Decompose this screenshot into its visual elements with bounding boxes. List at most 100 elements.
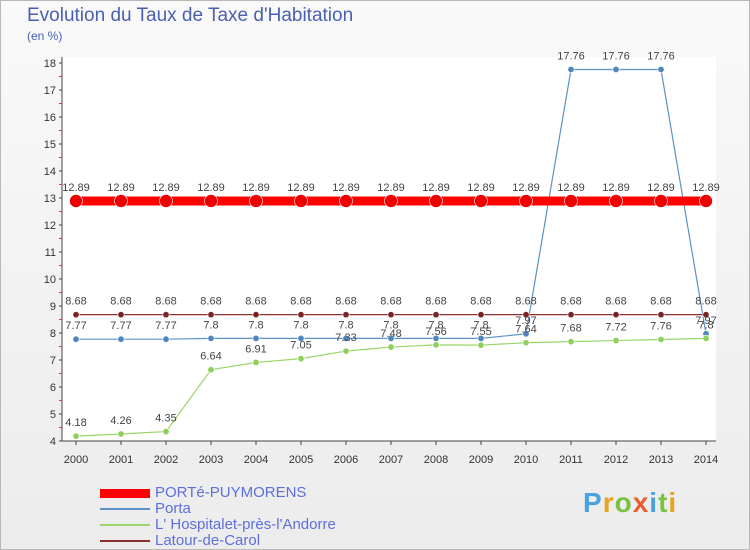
data-point-hospitalet bbox=[72, 432, 80, 440]
data-label-porta: 7.77 bbox=[110, 320, 131, 332]
data-label-porta: 7.97 bbox=[695, 315, 716, 327]
data-point-hospitalet bbox=[162, 428, 170, 436]
data-label-porte-puymorens: 12.89 bbox=[647, 182, 675, 194]
data-point-porta bbox=[342, 334, 350, 342]
data-point-porte-puymorens bbox=[519, 194, 533, 208]
x-tick-label: 2012 bbox=[604, 454, 628, 466]
data-point-porta bbox=[117, 335, 125, 343]
data-point-porte-puymorens bbox=[249, 194, 263, 208]
data-point-latour-de-carol bbox=[252, 311, 260, 319]
data-point-porte-puymorens bbox=[474, 194, 488, 208]
data-label-porta: 17.76 bbox=[557, 50, 585, 62]
data-label-porta: 17.76 bbox=[602, 50, 630, 62]
data-point-hospitalet bbox=[207, 366, 215, 374]
legend-label-latour-de-carol: Latour-de-Carol bbox=[155, 532, 261, 549]
legend-swatch-hospitalet bbox=[100, 524, 150, 526]
data-point-hospitalet bbox=[477, 341, 485, 349]
data-point-hospitalet bbox=[657, 335, 665, 343]
y-tick-label: 18 bbox=[44, 58, 56, 70]
logo-letter: o bbox=[614, 487, 633, 518]
data-point-porta bbox=[297, 334, 305, 342]
data-point-porta bbox=[387, 334, 395, 342]
logo-letter: t bbox=[658, 487, 669, 518]
data-label-porte-puymorens: 12.89 bbox=[422, 182, 450, 194]
data-label-porta: 17.76 bbox=[647, 50, 675, 62]
data-label-hospitalet: 6.91 bbox=[245, 343, 266, 355]
data-point-porte-puymorens bbox=[654, 194, 668, 208]
data-label-porte-puymorens: 12.89 bbox=[152, 182, 180, 194]
data-point-hospitalet bbox=[297, 355, 305, 363]
y-tick-label: 17 bbox=[44, 85, 56, 97]
data-point-latour-de-carol bbox=[702, 311, 710, 319]
data-label-hospitalet: 7.33 bbox=[335, 332, 356, 344]
data-point-porte-puymorens bbox=[204, 194, 218, 208]
data-label-porte-puymorens: 12.89 bbox=[62, 182, 90, 194]
data-point-latour-de-carol bbox=[387, 311, 395, 319]
data-label-porta: 7.8 bbox=[473, 319, 488, 331]
data-point-hospitalet bbox=[567, 338, 575, 346]
data-label-hospitalet: 4.35 bbox=[155, 413, 176, 425]
data-label-hospitalet: 7.68 bbox=[560, 323, 581, 335]
data-label-porte-puymorens: 12.89 bbox=[377, 182, 405, 194]
legend-swatch-porte-puymorens bbox=[100, 489, 150, 498]
data-point-porte-puymorens bbox=[114, 194, 128, 208]
y-tick-label: 16 bbox=[44, 112, 56, 124]
data-label-latour-de-carol: 8.68 bbox=[425, 296, 446, 308]
y-tick-label: 14 bbox=[44, 166, 56, 178]
data-point-latour-de-carol bbox=[567, 311, 575, 319]
y-tick-label: 12 bbox=[44, 220, 56, 232]
data-label-latour-de-carol: 8.68 bbox=[605, 296, 626, 308]
data-label-hospitalet: 7.48 bbox=[380, 328, 401, 340]
x-tick-label: 2005 bbox=[289, 454, 313, 466]
data-label-porte-puymorens: 12.89 bbox=[242, 182, 270, 194]
data-label-porta: 7.8 bbox=[203, 319, 218, 331]
data-label-porta: 7.8 bbox=[293, 319, 308, 331]
x-tick-label: 2007 bbox=[379, 454, 403, 466]
logo-letter: x bbox=[632, 487, 650, 518]
data-point-porta bbox=[657, 65, 665, 73]
data-label-hospitalet: 6.64 bbox=[200, 351, 221, 363]
data-point-porta bbox=[522, 330, 530, 338]
data-label-porta: 7.77 bbox=[65, 320, 86, 332]
plot-area bbox=[62, 57, 716, 441]
data-point-porte-puymorens bbox=[699, 194, 713, 208]
data-label-porta: 7.8 bbox=[338, 319, 353, 331]
data-label-porta: 7.8 bbox=[428, 319, 443, 331]
x-tick-label: 2000 bbox=[64, 454, 88, 466]
data-label-porta: 7.77 bbox=[155, 320, 176, 332]
data-label-hospitalet: 7.56 bbox=[425, 326, 446, 338]
data-point-latour-de-carol bbox=[432, 311, 440, 319]
data-point-latour-de-carol bbox=[477, 311, 485, 319]
data-label-hospitalet: 7.76 bbox=[650, 320, 671, 332]
data-label-hospitalet: 7.72 bbox=[605, 322, 626, 334]
y-tick-label: 6 bbox=[50, 382, 56, 394]
data-point-porta bbox=[567, 65, 575, 73]
data-point-porte-puymorens bbox=[384, 194, 398, 208]
x-tick-label: 2009 bbox=[469, 454, 493, 466]
y-tick-label: 11 bbox=[45, 247, 56, 259]
proxiti-logo: Proxiti bbox=[583, 487, 677, 519]
data-label-latour-de-carol: 8.68 bbox=[695, 296, 716, 308]
data-label-porte-puymorens: 12.89 bbox=[557, 182, 585, 194]
data-label-porte-puymorens: 12.89 bbox=[287, 182, 315, 194]
legend-swatch-porta bbox=[100, 508, 150, 510]
x-tick-label: 2004 bbox=[244, 454, 268, 466]
data-point-hospitalet bbox=[522, 339, 530, 347]
data-point-latour-de-carol bbox=[342, 311, 350, 319]
data-point-latour-de-carol bbox=[657, 311, 665, 319]
data-point-porta bbox=[612, 65, 620, 73]
data-label-latour-de-carol: 8.68 bbox=[110, 296, 131, 308]
data-point-latour-de-carol bbox=[297, 311, 305, 319]
data-point-latour-de-carol bbox=[117, 311, 125, 319]
x-tick-label: 2001 bbox=[109, 454, 133, 466]
data-label-latour-de-carol: 8.68 bbox=[515, 296, 536, 308]
x-tick-label: 2008 bbox=[424, 454, 448, 466]
data-label-porte-puymorens: 12.89 bbox=[107, 182, 135, 194]
data-point-latour-de-carol bbox=[522, 311, 530, 319]
data-point-porta bbox=[162, 335, 170, 343]
y-tick-label: 9 bbox=[50, 301, 56, 313]
data-point-hospitalet bbox=[252, 358, 260, 366]
data-point-porte-puymorens bbox=[159, 194, 173, 208]
data-label-porta: 7.8 bbox=[248, 319, 263, 331]
